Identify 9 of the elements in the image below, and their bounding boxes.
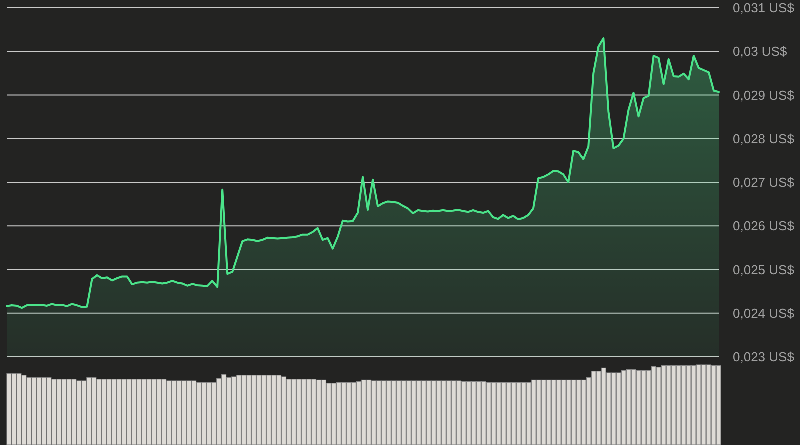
y-tick-label: 0,026 US$ bbox=[733, 218, 796, 234]
y-tick-label: 0,025 US$ bbox=[733, 262, 796, 278]
y-tick-label: 0,027 US$ bbox=[733, 175, 796, 190]
y-tick-label: 0,023 US$ bbox=[733, 350, 796, 364]
y-tick-label: 0,024 US$ bbox=[733, 306, 796, 321]
y-tick-label: 0,03 US$ bbox=[733, 44, 788, 60]
y-tick-label: 0,031 US$ bbox=[733, 0, 796, 16]
y-tick-label: 0,028 US$ bbox=[733, 131, 796, 146]
y-tick-label: 0,029 US$ bbox=[733, 88, 796, 103]
